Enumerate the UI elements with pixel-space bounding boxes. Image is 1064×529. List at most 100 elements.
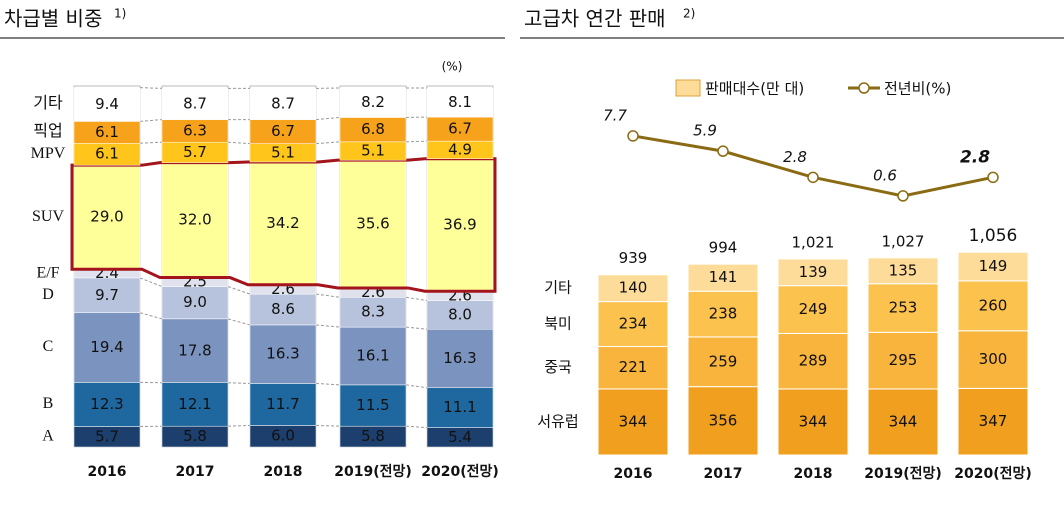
series-name: B	[43, 395, 54, 412]
connector	[405, 326, 428, 330]
value-label: 5.7	[183, 143, 207, 161]
value-label: 135	[889, 261, 918, 279]
value-label: 9.7	[95, 286, 119, 304]
value-label: 289	[799, 352, 828, 370]
connector	[315, 141, 341, 145]
value-label: 140	[619, 279, 648, 297]
x-tick-label: 2017	[704, 466, 743, 482]
value-label: 9.4	[95, 95, 119, 113]
bar-segment	[339, 297, 407, 328]
bar-segment	[161, 88, 229, 120]
connector	[315, 382, 341, 386]
value-label: 221	[619, 358, 648, 376]
value-label: 356	[709, 411, 738, 429]
value-label: 8.6	[271, 300, 295, 318]
connector	[139, 87, 163, 89]
connector	[315, 293, 341, 298]
value-label: 344	[799, 412, 828, 430]
line-label: 7.7	[603, 106, 627, 124]
line	[632, 134, 994, 198]
value-label: 8.1	[448, 93, 472, 111]
total-label: 1,021	[792, 233, 835, 251]
value-label: 9.0	[183, 293, 207, 311]
value-label: 5.4	[448, 428, 472, 446]
unit-label: (%)	[442, 60, 463, 74]
bar-segment	[426, 87, 494, 118]
connector	[139, 119, 163, 122]
value-label: 344	[889, 412, 918, 430]
series-name: 기타	[33, 94, 63, 112]
bar-segment	[867, 388, 939, 456]
bar-segment	[339, 87, 407, 118]
connector	[315, 424, 341, 427]
bar-segment	[249, 324, 317, 384]
series-name: 중국	[544, 358, 572, 376]
bar-segment	[426, 328, 494, 389]
legend-label: 전년비(%)	[884, 80, 951, 98]
series-name: 북미	[544, 315, 572, 333]
series-name: MPV	[31, 145, 66, 162]
line-label: 2.8	[960, 147, 990, 167]
bar-segment	[73, 382, 141, 427]
x-tick-label: 2016	[88, 464, 127, 480]
connector	[405, 296, 428, 302]
legend-swatch	[675, 79, 701, 97]
value-label: 8.7	[183, 94, 207, 112]
bar-segment	[249, 119, 317, 144]
bar-segment	[426, 387, 494, 428]
line-marker	[627, 130, 639, 142]
series-name: 기타	[544, 279, 572, 297]
bar-segment	[687, 336, 759, 388]
total-label: 994	[709, 239, 738, 257]
bar-segment	[687, 290, 759, 338]
value-label: 12.3	[90, 395, 123, 413]
value-label: 347	[979, 412, 1008, 430]
legend-marker	[858, 82, 870, 94]
connector	[139, 141, 163, 144]
bar-segment	[339, 326, 407, 386]
value-label: 139	[799, 263, 828, 281]
value-label: 295	[889, 351, 918, 369]
value-label: 19.4	[90, 338, 123, 356]
total-label: 1,056	[969, 226, 1018, 246]
value-label: 6.0	[271, 427, 295, 445]
bar-segment	[339, 159, 407, 289]
value-label: 6.7	[448, 120, 472, 138]
bar-segment	[73, 87, 141, 122]
connector	[227, 424, 251, 427]
line-marker	[807, 171, 819, 184]
total-label: 1,027	[882, 232, 925, 250]
value-label: 260	[979, 296, 1008, 314]
x-tick-label: 2019(전망)	[334, 463, 412, 480]
value-label: 16.3	[443, 349, 476, 367]
connector	[139, 277, 163, 287]
value-label: 5.1	[361, 142, 385, 160]
value-label: 8.0	[448, 305, 472, 323]
highlight-frame	[70, 157, 497, 293]
connector	[405, 140, 428, 143]
value-label: 32.0	[178, 211, 211, 229]
bar-segment	[687, 386, 759, 456]
value-label: 6.1	[95, 123, 119, 141]
connector	[227, 286, 251, 295]
title-note: 1)	[114, 7, 126, 21]
connector	[227, 382, 251, 384]
bar-segment	[161, 318, 229, 383]
value-label: 6.3	[183, 121, 207, 139]
value-label: 141	[709, 268, 738, 286]
chart-title: 차급별 비중	[4, 7, 102, 31]
bar-segment	[957, 251, 1029, 282]
value-label: 16.3	[266, 345, 299, 363]
line-marker	[717, 145, 729, 157]
value-label: 6.7	[271, 122, 295, 140]
value-label: 29.0	[90, 208, 123, 226]
value-label: 259	[709, 352, 738, 370]
line-marker	[987, 171, 999, 184]
bar-segment	[73, 164, 141, 270]
x-tick-label: 2018	[264, 464, 303, 480]
value-label: 11.5	[356, 396, 389, 414]
value-label: 35.6	[356, 215, 389, 233]
x-tick-label: 2020(전망)	[954, 465, 1032, 482]
bar-segment	[687, 263, 759, 292]
value-label: 344	[619, 412, 648, 430]
